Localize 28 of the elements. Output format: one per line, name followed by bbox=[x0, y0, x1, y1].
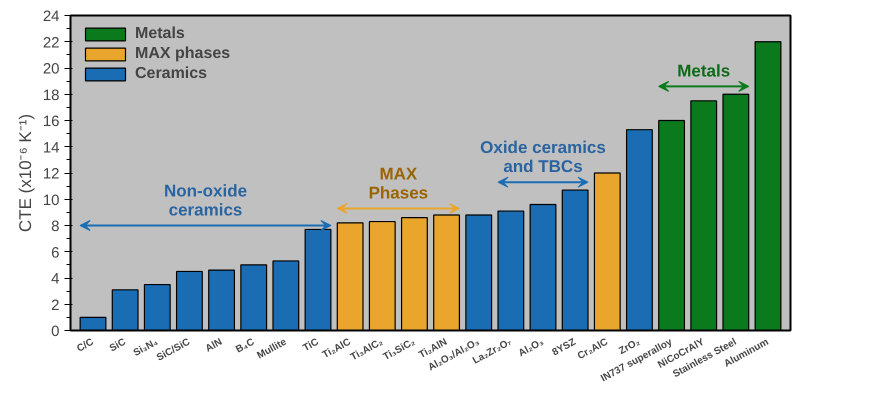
annotation: Oxide ceramics and TBCs bbox=[480, 138, 606, 176]
y-tick-label: 22 bbox=[42, 34, 60, 52]
legend-label: Ceramics bbox=[135, 65, 208, 83]
legend-label: MAX phases bbox=[135, 45, 230, 63]
annotation: Metals bbox=[677, 61, 730, 80]
y-tick-label: 0 bbox=[51, 323, 60, 340]
x-tick-label: 8YSZ bbox=[550, 336, 578, 358]
y-tick-label: 12 bbox=[42, 166, 60, 182]
y-tick-label: 8 bbox=[51, 218, 60, 235]
annotation: MAX Phases bbox=[368, 164, 428, 202]
y-tick-label: 16 bbox=[42, 113, 60, 130]
y-tick-label: 4 bbox=[51, 270, 60, 288]
x-tick-label: TiC bbox=[301, 336, 321, 354]
y-tick-label: 20 bbox=[42, 60, 60, 78]
y-tick-label: 14 bbox=[42, 139, 60, 156]
x-tick-label: Al₂O₃ bbox=[516, 336, 546, 360]
y-tick-label: 24 bbox=[42, 8, 60, 25]
y-axis-title: CTE (x10⁻⁶ K⁻¹) bbox=[16, 114, 35, 232]
y-tick-label: 10 bbox=[42, 192, 60, 209]
x-tick-label: B₄C bbox=[234, 336, 256, 356]
y-tick-label: 6 bbox=[51, 244, 60, 262]
x-tick-label: C/C bbox=[75, 336, 96, 355]
annotation: Non-oxide ceramics bbox=[164, 182, 248, 220]
x-tick-label: AlN bbox=[204, 336, 224, 355]
x-tick-label: SiC bbox=[108, 336, 128, 354]
y-tick-label: 18 bbox=[42, 86, 60, 104]
legend-label: Metals bbox=[135, 25, 185, 43]
y-tick-label: 2 bbox=[51, 296, 60, 314]
